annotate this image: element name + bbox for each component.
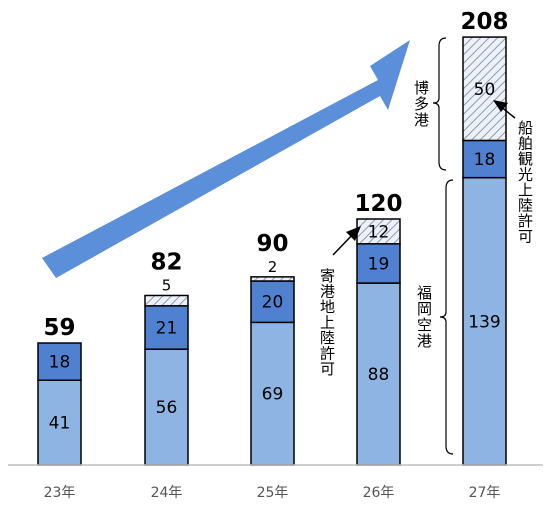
segment-value-label: 21 <box>156 319 178 339</box>
segment-value-label: 18 <box>474 150 496 170</box>
fukuoka-airport-brace <box>439 179 454 455</box>
total-value-label: 120 <box>354 191 402 217</box>
hakata-port-brace <box>432 37 447 171</box>
segment-value-label: 19 <box>368 254 390 274</box>
port-call-landing-annotation: 寄港地上陸許可 <box>318 226 361 377</box>
segment-value-label: 50 <box>474 80 496 100</box>
segment-value-label: 18 <box>49 353 71 373</box>
segment-value-label: 12 <box>368 222 390 242</box>
total-value-label: 90 <box>256 231 288 257</box>
fukuoka-airport-label: 福岡空港 <box>415 285 433 349</box>
segment-value-label: 56 <box>156 398 178 418</box>
bars-layer <box>37 36 507 466</box>
fukuoka-airport-annotation: 福岡空港 <box>415 179 454 455</box>
segment-value-label: 20 <box>262 293 284 313</box>
bar-segment <box>462 36 507 142</box>
segment-value-label: 69 <box>262 385 284 405</box>
bar-segment <box>250 280 295 324</box>
port-call-landing-label: 寄港地上陸許可 <box>318 267 336 376</box>
bar-segment <box>144 294 189 307</box>
segment-value-label: 2 <box>268 258 278 276</box>
x-tick-label: 23年 <box>44 485 76 501</box>
cruise-landing-label: 船舶観光上陸許可 <box>516 120 534 244</box>
port-call-arrow-head <box>346 226 361 241</box>
bar-segment <box>356 243 401 284</box>
x-tick-label: 25年 <box>257 485 289 501</box>
segment-value-label: 88 <box>368 365 390 385</box>
total-value-label: 208 <box>460 9 508 35</box>
x-tick-label: 26年 <box>363 485 395 501</box>
total-value-label: 59 <box>43 315 75 341</box>
cruise-arrow-head <box>493 100 508 112</box>
labels-layer: 41 18 59 23年 56 21 582 24年 69 20 290 25年 88 19 12 120 26… <box>43 9 508 501</box>
hakata-port-annotation: 博多港 <box>412 37 447 171</box>
total-value-label: 82 <box>150 249 182 275</box>
x-tick-label: 24年 <box>151 485 183 501</box>
bar-segment <box>250 276 295 282</box>
hakata-port-label: 博多港 <box>412 80 430 128</box>
segment-value-label: 5 <box>162 276 172 294</box>
bar-segment <box>462 176 507 466</box>
bar-segment <box>37 342 82 381</box>
bar-segment <box>144 305 189 350</box>
growth-arrow <box>42 40 410 278</box>
bar-segment <box>37 379 82 466</box>
x-tick-label: 27年 <box>469 485 501 501</box>
segment-value-label: 139 <box>468 312 500 332</box>
cruise-landing-annotation: 船舶観光上陸許可 <box>493 100 534 244</box>
segment-value-label: 41 <box>49 414 71 434</box>
